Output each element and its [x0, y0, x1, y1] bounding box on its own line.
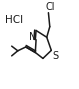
Text: Cl: Cl — [45, 2, 55, 12]
Text: S: S — [52, 51, 59, 61]
Text: HCl: HCl — [5, 15, 23, 25]
Text: N: N — [29, 32, 37, 42]
